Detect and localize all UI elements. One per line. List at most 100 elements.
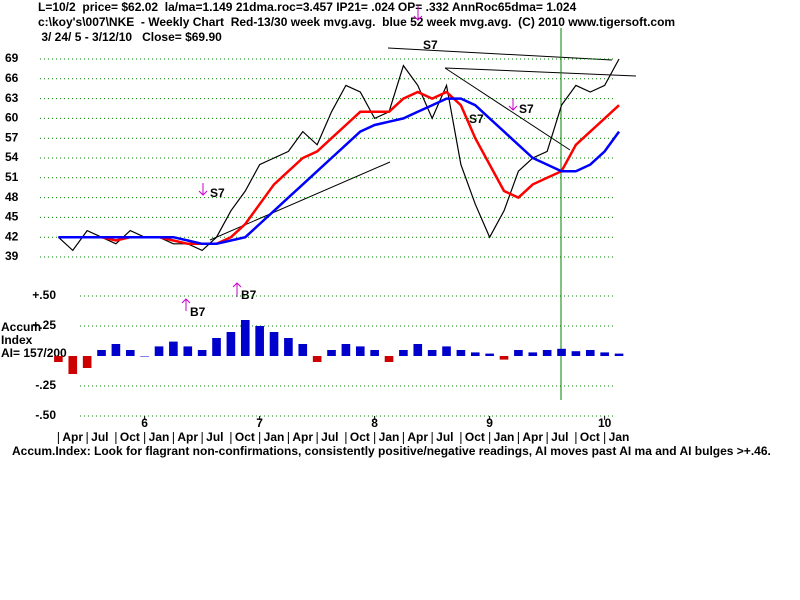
- accum-bar: [384, 356, 394, 362]
- accum-bar: [68, 356, 78, 374]
- y-tick-label: 42: [5, 229, 19, 243]
- y-tick-label: 57: [5, 130, 19, 144]
- accum-bar: [528, 352, 538, 356]
- accum-bar: [571, 351, 581, 356]
- x-tick-label: 6: [141, 416, 148, 430]
- month-label: Jul: [206, 430, 223, 444]
- panel-subtitle: Index: [1, 333, 33, 347]
- accum-bar: [442, 346, 451, 356]
- y-tick-label: +.50: [32, 288, 56, 302]
- accum-bar: [514, 350, 523, 356]
- accum-bar: [600, 352, 609, 356]
- y-tick-label: -.50: [35, 408, 56, 422]
- accum-bar: [456, 350, 466, 356]
- month-label: Apr: [177, 430, 198, 444]
- accum-bar: [341, 344, 351, 356]
- month-label: Jan: [494, 430, 515, 444]
- month-label: Jan: [379, 430, 400, 444]
- y-tick-label: 45: [5, 210, 19, 224]
- accum-bar: [54, 356, 63, 362]
- accum-bar: [97, 350, 106, 356]
- accum-bar: [169, 341, 178, 356]
- accum-bar: [240, 320, 250, 356]
- accum-bar: [614, 353, 624, 356]
- price-line: [57, 58, 620, 252]
- x-tick-label: 8: [371, 416, 378, 430]
- month-label: Apr: [292, 430, 313, 444]
- y-tick-label: +.25: [32, 318, 56, 332]
- y-tick-label: 60: [5, 111, 19, 125]
- price-line: [58, 97, 621, 246]
- month-label: Oct: [350, 430, 370, 444]
- y-tick-label: -.25: [35, 378, 56, 392]
- accum-bar: [370, 350, 379, 356]
- month-label: Oct: [235, 430, 255, 444]
- accum-bar: [557, 348, 566, 356]
- header-line: c:\koy's\007\NKE - Weekly Chart Red-13/3…: [38, 15, 675, 29]
- accum-bar: [154, 346, 164, 356]
- price-line: [58, 90, 620, 246]
- month-label: Jul: [436, 430, 453, 444]
- y-tick-label: 69: [5, 51, 19, 65]
- month-label: Jul: [91, 430, 108, 444]
- y-tick-label: 48: [5, 190, 19, 204]
- accum-bar: [183, 346, 193, 356]
- x-tick-label: 10: [598, 416, 612, 430]
- month-label: Oct: [120, 430, 140, 444]
- accum-bar: [499, 356, 509, 360]
- accum-bar: [197, 350, 207, 356]
- header-line: 3/ 24/ 5 - 3/12/10 Close= $69.90: [38, 30, 222, 44]
- signal: S7: [210, 186, 225, 200]
- accum-bar: [226, 332, 236, 356]
- footer: Accum.Index: Look for flagrant non-confi…: [12, 444, 771, 458]
- header-line: L=10/2 price= $62.02 la/ma=1.149 21dma.r…: [38, 0, 577, 14]
- accum-bar: [470, 352, 480, 356]
- x-tick-label: 9: [486, 416, 493, 430]
- month-label: Jan: [149, 430, 170, 444]
- accum-bar: [427, 350, 437, 356]
- x-tick-label: 7: [256, 416, 263, 430]
- trend-lines: [209, 47, 637, 241]
- accum-bar: [269, 332, 279, 356]
- accum-bar: [212, 338, 221, 356]
- y-tick-label: 54: [5, 150, 19, 164]
- accum-bar: [140, 356, 149, 357]
- accum-bar: [542, 350, 552, 356]
- signal: S7: [469, 112, 484, 126]
- accum-bar: [485, 353, 494, 356]
- signal: S7: [423, 38, 438, 52]
- month-label: Jan: [264, 430, 285, 444]
- accum-bar: [111, 344, 121, 356]
- accum-bar: [399, 350, 408, 356]
- month-label: Oct: [465, 430, 485, 444]
- accum-bar: [355, 346, 365, 356]
- y-tick-label: 51: [5, 170, 19, 184]
- y-tick-label: 63: [5, 91, 19, 105]
- accum-bar: [82, 356, 92, 368]
- month-label: Jul: [321, 430, 338, 444]
- accum-bar: [585, 350, 595, 356]
- signal: B7: [190, 305, 206, 319]
- month-label: Apr: [522, 430, 543, 444]
- y-tick-label: 39: [5, 249, 19, 263]
- accum-bar: [125, 350, 135, 356]
- signal: B7: [241, 288, 257, 302]
- panel-annotation: AI= 157/200: [1, 346, 67, 360]
- signal: S7: [519, 102, 534, 116]
- panel-title: Accum: [1, 320, 41, 334]
- accum-bar: [413, 344, 423, 356]
- accum-bar: [298, 344, 308, 356]
- month-label: Jan: [609, 430, 630, 444]
- accum-bar: [312, 356, 322, 362]
- y-tick-label: 66: [5, 71, 19, 85]
- month-label: Apr: [407, 430, 428, 444]
- month-label: Jul: [551, 430, 568, 444]
- month-label: Oct: [580, 430, 600, 444]
- accum-bar: [327, 350, 336, 356]
- accum-bar: [284, 338, 293, 356]
- month-label: Apr: [62, 430, 83, 444]
- accum-bar: [255, 326, 264, 356]
- signal-arrows: [181, 6, 518, 311]
